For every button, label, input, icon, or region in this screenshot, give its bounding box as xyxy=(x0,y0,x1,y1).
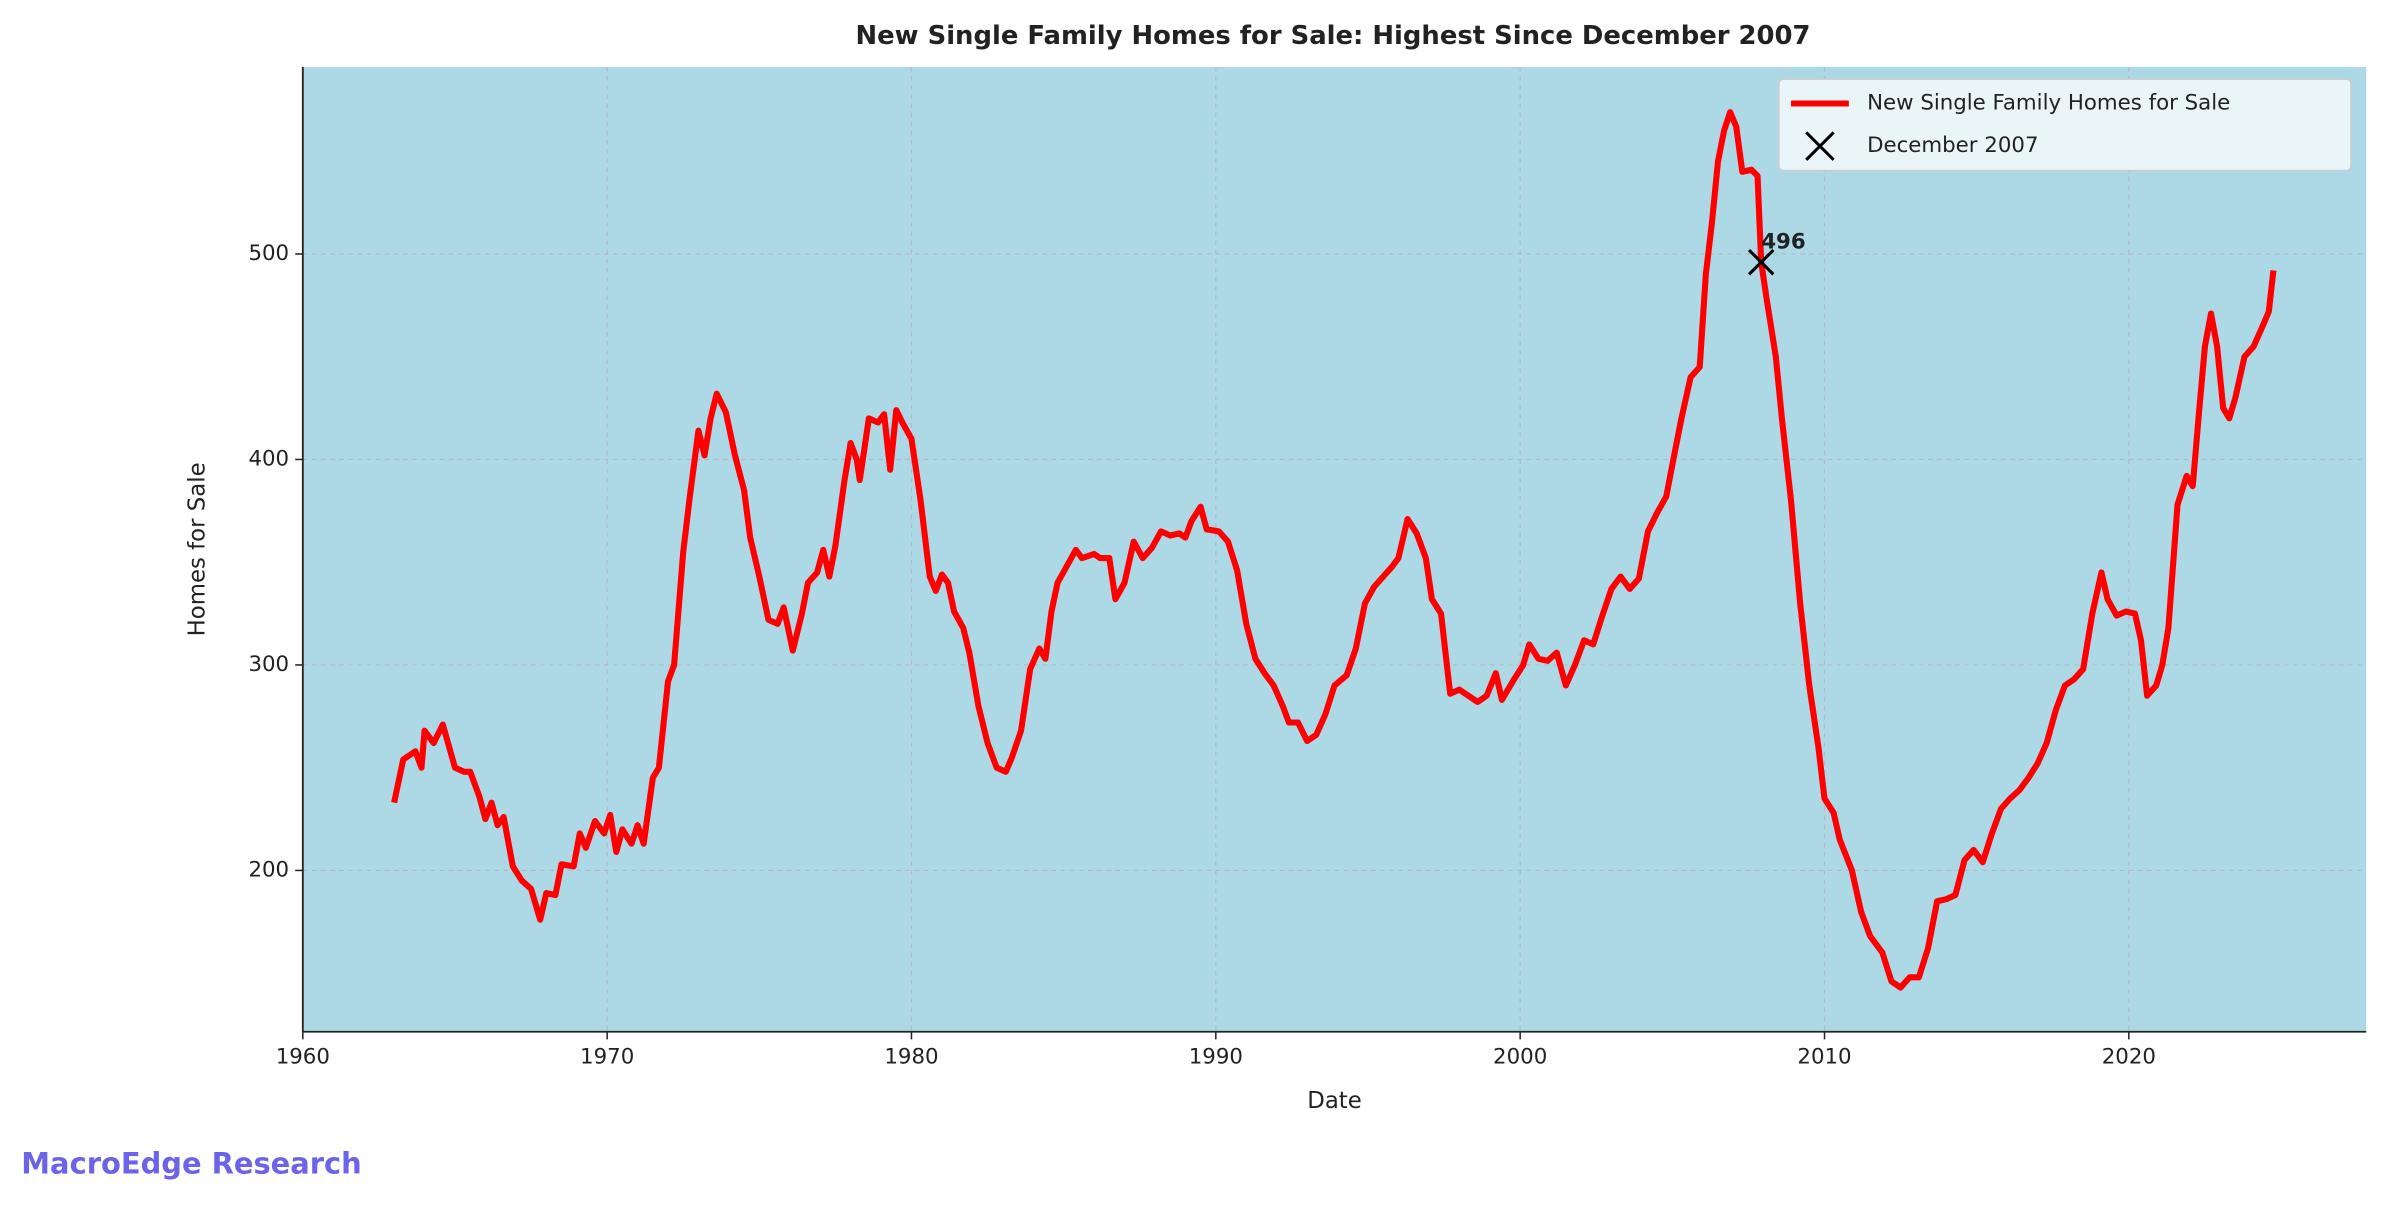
x-tick-label: 1970 xyxy=(580,1045,634,1070)
x-tick-label: 1960 xyxy=(276,1045,330,1070)
watermark: MacroEdge Research xyxy=(21,1147,361,1181)
legend-label: December 2007 xyxy=(1867,133,2038,158)
y-tick-label: 500 xyxy=(248,241,289,266)
y-tick-label: 200 xyxy=(248,857,289,882)
series-line xyxy=(391,109,2277,991)
y-tick-label: 400 xyxy=(248,446,289,471)
y-tick-label: 300 xyxy=(248,652,289,677)
chart-title: New Single Family Homes for Sale: Highes… xyxy=(856,21,1811,51)
x-axis-label: Date xyxy=(1307,1088,1362,1114)
plot-background xyxy=(302,66,2367,1032)
x-tick-label: 2020 xyxy=(2102,1045,2156,1070)
y-axis-label: Homes for Sale xyxy=(184,462,210,636)
x-tick-label: 2010 xyxy=(1797,1045,1851,1070)
x-tick-label: 2000 xyxy=(1493,1045,1547,1070)
legend-swatch xyxy=(1805,131,1835,161)
data-label: 496 xyxy=(1761,229,1805,254)
x-tick-label: 1990 xyxy=(1189,1045,1243,1070)
highlight-marker xyxy=(1747,248,1775,276)
x-tick-label: 1980 xyxy=(884,1045,938,1070)
legend-label: New Single Family Homes for Sale xyxy=(1867,91,2230,116)
legend: New Single Family Homes for Sale December… xyxy=(1778,78,2352,172)
legend-box xyxy=(1778,78,2352,172)
